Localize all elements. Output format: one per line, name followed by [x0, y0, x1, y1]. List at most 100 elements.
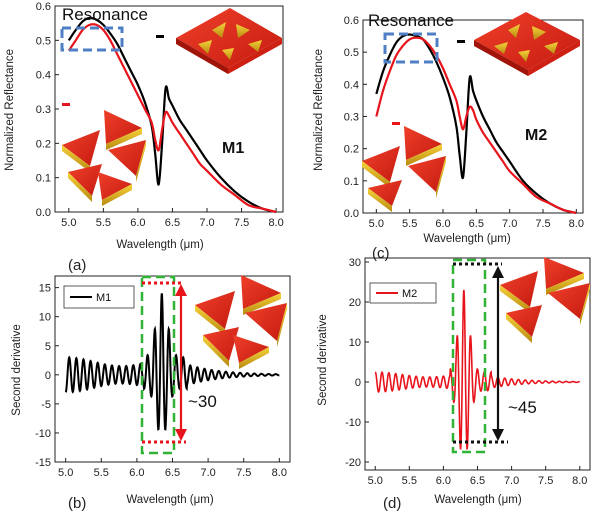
- x-tick-label-b-2: 6.0: [129, 467, 144, 479]
- triangle-cluster-icon-b: [195, 275, 287, 369]
- x-tick-label-d-6: 8.0: [572, 475, 587, 487]
- y-tick-label-c-4: 0.4: [344, 79, 359, 91]
- y-tick-label-a-4: 0.4: [36, 70, 51, 82]
- triangle-cluster-icon-d: [500, 257, 590, 343]
- y-tick-label-a-5: 0.5: [36, 35, 51, 47]
- legend-label-b: M1: [96, 292, 111, 304]
- y-tick-label-b-1: -10: [35, 428, 51, 440]
- x-tick-label-c-2: 6.0: [435, 218, 450, 230]
- x-tick-label-b-0: 5.0: [58, 467, 73, 479]
- legend-red-dash-a: [62, 103, 70, 106]
- triangle-cluster-icon-a: [62, 110, 146, 206]
- x-tick-label-c-4: 7.0: [502, 218, 517, 230]
- x-tick-label-a-0: 5.0: [61, 217, 76, 229]
- x-tick-label-b-1: 5.5: [94, 467, 109, 479]
- sample-label-a: M1: [222, 140, 244, 157]
- y-tick-label-d-2: 0: [355, 377, 361, 389]
- y-axis-label-d: Second derivative: [317, 314, 329, 405]
- resonance-box-a: [60, 26, 124, 52]
- triangle-cluster-icon-c: [362, 126, 446, 212]
- legend-black-dash-c: [457, 40, 465, 43]
- panel-label-b: (b): [68, 495, 86, 512]
- x-tick-label-a-5: 7.5: [234, 217, 249, 229]
- green-dashed-box-d: [451, 258, 487, 454]
- x-tick-label-a-1: 5.5: [96, 217, 111, 229]
- legend-black-dash-a: [156, 35, 164, 38]
- x-tick-label-a-3: 6.5: [165, 217, 180, 229]
- sample-label-c: M2: [525, 127, 547, 144]
- x-tick-label-a-4: 7.0: [199, 217, 214, 229]
- x-tick-label-b-5: 7.5: [236, 467, 251, 479]
- x-tick-label-d-3: 6.5: [470, 475, 485, 487]
- y-axis-label-a: Normalized Reflectance: [4, 49, 16, 171]
- y-tick-label-c-1: 0.1: [344, 176, 359, 188]
- panel-a: 5.0 5.5 6.0 6.5 7.0 7.5 8.0 0.0 0.1 0.2 0.3 0.4 0.5 0…: [4, 1, 284, 274]
- green-dashed-box-b: [140, 275, 176, 455]
- red-arrow-head-down-b: [175, 429, 187, 441]
- metasurface-square-icon-a: [176, 8, 282, 74]
- y-tick-label-a-1: 0.1: [36, 173, 51, 185]
- panel-c: 5.0 5.5 6.0 6.5 7.0 7.5 8.0 0.0 0.1 0.2 0.3 0.4 0.5 0…: [313, 11, 584, 262]
- y-tick-label-d-3: 10: [349, 337, 361, 349]
- panel-label-d: (d): [383, 495, 401, 512]
- delta-label-d: ~45: [508, 398, 537, 417]
- x-tick-label-b-4: 7.0: [200, 467, 215, 479]
- y-tick-label-c-3: 0.3: [344, 112, 359, 124]
- y-tick-label-a-0: 0.0: [36, 207, 51, 219]
- x-tick-label-c-3: 6.5: [469, 218, 484, 230]
- resonance-box-c: [383, 32, 439, 64]
- plot-area-a: 5.0 5.5 6.0 6.5 7.0 7.5 8.0 0.0 0.1 0.2 0.3 0.4 0.5 0…: [36, 1, 284, 229]
- black-arrow-head-down-d: [492, 429, 504, 441]
- y-tick-label-b-0: -15: [35, 457, 51, 469]
- x-tick-label-d-0: 5.0: [368, 475, 383, 487]
- x-tick-label-d-1: 5.5: [402, 475, 417, 487]
- x-tick-label-d-2: 6.0: [436, 475, 451, 487]
- x-tick-label-c-6: 8.0: [569, 218, 584, 230]
- y-axis-label-c: Normalized Reflectance: [313, 49, 325, 171]
- y-tick-label-d-4: 20: [349, 297, 361, 309]
- x-tick-label-d-5: 7.5: [538, 475, 553, 487]
- x-axis-label-a: Wavelength (μm): [116, 239, 204, 251]
- x-tick-label-d-4: 7.0: [504, 475, 519, 487]
- resonance-label-c: Resonance: [368, 11, 454, 30]
- y-tick-label-c-6: 0.6: [344, 15, 359, 27]
- black-arrow-head-up-d: [492, 266, 504, 278]
- y-tick-label-b-3: 0: [45, 370, 51, 382]
- y-tick-label-a-6: 0.6: [36, 1, 51, 13]
- legend-d: M2: [369, 282, 437, 304]
- x-tick-label-c-1: 5.5: [402, 218, 417, 230]
- x-tick-label-a-6: 8.0: [268, 217, 283, 229]
- x-tick-label-b-6: 8.0: [272, 467, 287, 479]
- y-tick-label-a-2: 0.2: [36, 138, 51, 150]
- x-axis-label-c: Wavelength (μm): [423, 233, 511, 245]
- series-line-b: [64, 293, 280, 431]
- y-tick-label-d-0: -20: [345, 457, 361, 469]
- series-line-a-0: [67, 16, 277, 214]
- y-tick-label-b-5: 10: [39, 312, 51, 324]
- metasurface-square-icon-c: [474, 12, 580, 76]
- y-tick-label-b-4: 5: [45, 341, 51, 353]
- y-axis-label-b: Second derivative: [11, 324, 23, 415]
- series-line-c-1: [375, 36, 577, 215]
- y-tick-label-b-2: -5: [41, 399, 51, 411]
- panel-d: 5.0 5.5 6.0 6.5 7.0 7.5 8.0 -20 -10 0 10 20 30 (d) W…: [317, 257, 591, 512]
- legend-b: M1: [63, 285, 135, 309]
- series-line-d: [374, 289, 580, 450]
- legend-label-d: M2: [402, 288, 417, 300]
- x-axis-label-b: Wavelength (μm): [126, 494, 214, 506]
- delta-label-b: ~30: [188, 392, 217, 411]
- y-tick-label-d-1: -10: [345, 417, 361, 429]
- x-tick-label-c-5: 7.5: [535, 218, 550, 230]
- y-tick-label-d-5: 30: [349, 257, 361, 269]
- y-tick-label-a-3: 0.3: [36, 104, 51, 116]
- series-line-a-1: [67, 23, 277, 214]
- y-tick-label-c-2: 0.2: [344, 144, 359, 156]
- x-axis-label-d: Wavelength (μm): [434, 494, 522, 506]
- red-arrow-head-up-b: [175, 284, 187, 296]
- x-tick-label-b-3: 6.5: [165, 467, 180, 479]
- y-tick-label-c-5: 0.5: [344, 47, 359, 59]
- legend-red-dash-c: [392, 122, 400, 125]
- panel-label-c: (c): [372, 245, 390, 262]
- plot-area-d: 5.0 5.5 6.0 6.5 7.0 7.5 8.0 -20 -10 0 10 20 30: [345, 257, 591, 487]
